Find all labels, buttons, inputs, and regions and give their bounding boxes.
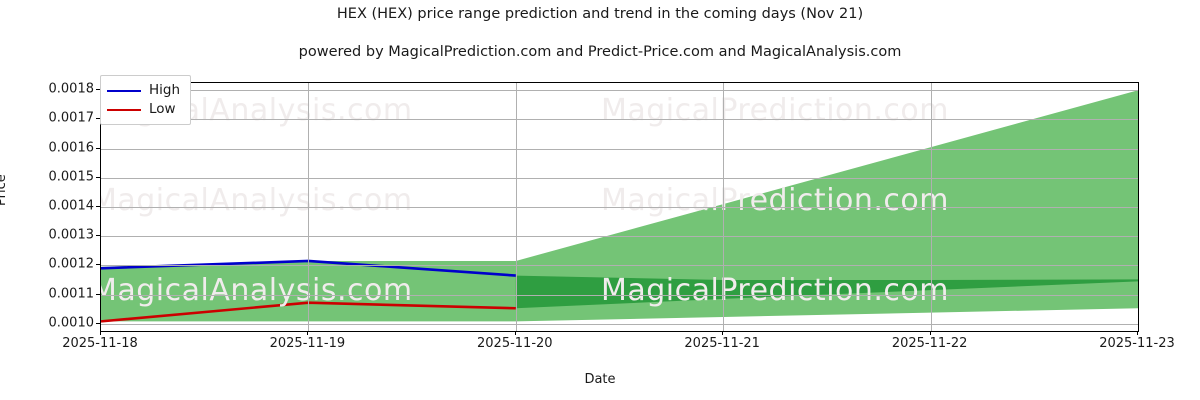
y-axis-tick-label: 0.0010 bbox=[48, 315, 95, 331]
y-gridline bbox=[101, 148, 1138, 150]
y-axis-tick-label: 0.0018 bbox=[48, 81, 95, 97]
y-gridline bbox=[101, 236, 1138, 238]
x-axis-tick-mark bbox=[722, 331, 724, 335]
y-axis-tick-mark bbox=[96, 206, 100, 207]
y-axis-tick-mark bbox=[96, 264, 100, 266]
legend-line-low bbox=[107, 108, 141, 111]
y-axis-tick-label: 0.0011 bbox=[48, 286, 95, 302]
inner-trend-band bbox=[515, 275, 1138, 309]
x-axis-tick-label: 2025-11-21 bbox=[684, 336, 760, 351]
x-axis-tick-mark bbox=[1137, 331, 1138, 335]
legend-label-low: Low bbox=[149, 101, 176, 117]
plot-clip: MagicalAnalysis.com MagicalPrediction.com… bbox=[101, 83, 1138, 331]
x-axis-tick-mark bbox=[514, 331, 516, 335]
x-axis-tick-mark bbox=[307, 331, 309, 335]
y-gridline bbox=[101, 323, 1138, 325]
x-axis-tick-label: 2025-11-23 bbox=[1099, 336, 1175, 351]
y-axis-tick-mark bbox=[96, 147, 100, 149]
y-axis-tick-mark bbox=[96, 89, 100, 91]
y-gridline bbox=[101, 177, 1138, 179]
y-gridline bbox=[101, 294, 1138, 296]
x-gridline bbox=[930, 83, 932, 331]
y-axis-tick-label: 0.0016 bbox=[48, 140, 95, 156]
x-gridline bbox=[308, 83, 310, 331]
y-gridline bbox=[101, 265, 1138, 267]
x-axis-tick-mark bbox=[929, 331, 931, 335]
y-axis-tick-mark bbox=[96, 176, 100, 178]
y-gridline bbox=[101, 207, 1138, 208]
y-gridline bbox=[101, 90, 1138, 92]
y-axis-tick-mark bbox=[96, 322, 100, 324]
chart-title: HEX (HEX) price range prediction and tre… bbox=[336, 6, 864, 22]
chart-subtitle: powered by MagicalPrediction.com and Pre… bbox=[298, 44, 902, 60]
y-axis-label: Price bbox=[0, 174, 9, 206]
x-axis-tick-mark bbox=[100, 331, 101, 335]
y-axis-tick-mark bbox=[96, 235, 100, 237]
x-axis-tick-label: 2025-11-22 bbox=[891, 336, 968, 351]
x-axis-tick-label: 2025-11-19 bbox=[269, 336, 346, 351]
y-axis-tick-label: 0.0012 bbox=[48, 256, 95, 272]
legend-label-high: High bbox=[149, 82, 181, 98]
y-axis-tick-label: 0.0013 bbox=[48, 227, 95, 243]
x-axis-label: Date bbox=[584, 372, 616, 387]
x-gridline bbox=[723, 83, 725, 331]
y-axis-tick-mark bbox=[96, 118, 100, 120]
x-axis-tick-label: 2025-11-20 bbox=[477, 336, 553, 351]
y-axis-tick-label: 0.0017 bbox=[48, 110, 95, 126]
y-axis-tick-label: 0.0014 bbox=[48, 198, 95, 214]
y-axis-tick-mark bbox=[96, 293, 100, 295]
y-gridline bbox=[101, 119, 1138, 121]
legend-line-high bbox=[107, 89, 141, 92]
plot-area: MagicalAnalysis.com MagicalPrediction.com… bbox=[100, 82, 1139, 332]
y-axis-tick-label: 0.0015 bbox=[48, 169, 95, 185]
x-gridline bbox=[515, 83, 517, 331]
chart-legend[interactable]: High Low bbox=[100, 75, 192, 125]
legend-item-low: Low bbox=[107, 100, 180, 119]
x-axis-tick-label: 2025-11-18 bbox=[62, 336, 138, 351]
legend-item-high: High bbox=[107, 81, 180, 100]
